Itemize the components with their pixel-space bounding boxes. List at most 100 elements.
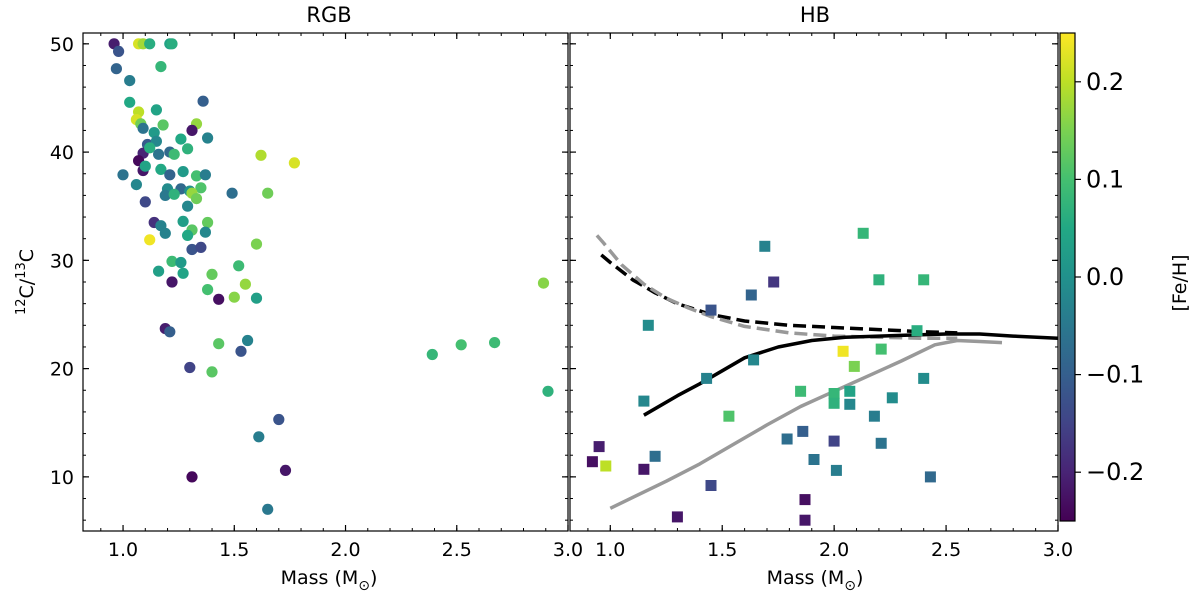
- data-point-rgb: [186, 124, 198, 136]
- data-point-rgb: [159, 227, 171, 239]
- data-point-hb: [649, 450, 661, 462]
- data-point-hb: [768, 276, 780, 288]
- data-point-rgb: [199, 226, 211, 238]
- data-point-hb: [795, 385, 807, 397]
- data-point-hb: [586, 456, 598, 468]
- x-tick-label: 2.0: [330, 539, 360, 561]
- data-point-rgb: [166, 276, 178, 288]
- data-point-rgb: [253, 431, 265, 443]
- data-point-rgb: [153, 265, 165, 277]
- data-point-rgb: [153, 148, 165, 160]
- data-point-rgb: [177, 267, 189, 279]
- y-tick-label: 50: [50, 34, 74, 56]
- data-point-hb: [837, 345, 849, 357]
- data-point-rgb: [144, 142, 156, 154]
- data-point-hb: [638, 395, 650, 407]
- data-point-hb: [918, 372, 930, 384]
- data-point-rgb: [139, 196, 151, 208]
- x-label-hb-sun: ⊙: [844, 578, 856, 593]
- data-point-rgb: [228, 291, 240, 303]
- data-point-rgb: [144, 38, 156, 50]
- x-tick-label: 1.5: [219, 539, 249, 561]
- data-point-hb: [799, 494, 811, 506]
- data-point-rgb: [489, 337, 501, 349]
- x-axis-label-hb: Mass (M⊙): [767, 567, 864, 593]
- data-point-hb: [593, 441, 605, 453]
- data-point-rgb: [157, 119, 169, 131]
- data-point-rgb: [148, 127, 160, 139]
- data-point-rgb: [195, 241, 207, 253]
- data-point-hb: [701, 372, 713, 384]
- data-point-rgb: [455, 339, 467, 351]
- data-point-hb: [638, 463, 650, 475]
- data-point-rgb: [166, 255, 178, 267]
- data-point-hb: [828, 435, 840, 447]
- colorbar-tick-label: 0.1: [1086, 165, 1124, 193]
- y-tick-label: 10: [50, 467, 74, 489]
- data-point-rgb: [426, 348, 438, 361]
- data-point-rgb: [150, 104, 162, 116]
- data-point-hb: [642, 319, 654, 331]
- data-point-rgb: [213, 338, 225, 350]
- data-point-rgb: [206, 366, 218, 378]
- panel-title-rgb: RGB: [306, 3, 351, 27]
- data-point-hb: [745, 289, 757, 301]
- data-point-hb: [886, 392, 898, 404]
- data-point-rgb: [195, 182, 207, 194]
- x-tick-label: 2.5: [442, 539, 472, 561]
- data-point-rgb: [202, 132, 214, 144]
- y-tick-label: 20: [50, 359, 74, 381]
- data-point-rgb: [262, 187, 274, 199]
- data-point-hb: [844, 398, 856, 410]
- y-tick-label: 40: [50, 142, 74, 164]
- model-solid-black: [643, 332, 1058, 417]
- data-point-hb: [844, 385, 856, 397]
- data-point-rgb: [186, 471, 198, 483]
- panel-rgb: 1.0 1.5 2.0 2.5 3.0 10 20 30 40 50: [50, 32, 583, 561]
- colorbar-gradient: [1059, 32, 1076, 522]
- data-point-rgb: [177, 215, 189, 227]
- data-point-rgb: [537, 277, 550, 289]
- data-point-rgb: [242, 334, 254, 347]
- data-point-rgb: [226, 187, 238, 199]
- data-point-rgb: [202, 284, 214, 296]
- data-point-hb: [875, 343, 887, 355]
- data-point-rgb: [175, 256, 187, 269]
- data-point-rgb: [273, 413, 285, 426]
- data-point-rgb: [113, 45, 125, 58]
- data-point-rgb: [186, 243, 198, 256]
- x-label-rgb-close: ): [370, 567, 377, 589]
- data-point-hb: [705, 480, 717, 491]
- data-point-rgb: [213, 293, 225, 305]
- x-label-rgb-text: Mass (M: [281, 567, 359, 589]
- data-point-rgb: [130, 179, 142, 191]
- data-point-rgb: [279, 464, 292, 476]
- x-tick-label: 3.0: [553, 539, 583, 561]
- data-point-hb: [918, 274, 930, 286]
- data-point-hb: [875, 437, 887, 449]
- data-point-hb: [797, 425, 809, 437]
- data-point-rgb: [288, 157, 300, 169]
- data-point-hb: [924, 471, 936, 483]
- y-label-iso2: 13: [14, 262, 29, 279]
- data-point-rgb: [155, 163, 167, 175]
- data-point-hb: [781, 433, 793, 445]
- y-label-el2: C: [16, 249, 38, 262]
- data-point-hb: [808, 454, 820, 465]
- colorbar-tick-label: −0.2: [1086, 458, 1144, 486]
- colorbar-tick-label: 0.0: [1086, 263, 1124, 291]
- data-point-hb: [671, 511, 683, 523]
- data-point-hb: [868, 410, 880, 422]
- data-point-rgb: [139, 160, 151, 172]
- data-point-hb: [799, 514, 811, 526]
- data-point-hb: [830, 464, 842, 476]
- data-point-rgb: [159, 189, 171, 201]
- data-point-hb: [911, 325, 923, 337]
- data-point-rgb: [197, 95, 209, 107]
- data-point-hb: [873, 274, 885, 286]
- x-tick-label: 2.0: [819, 539, 849, 561]
- x-label-rgb-sun: ⊙: [358, 578, 370, 593]
- data-point-hb: [857, 227, 869, 239]
- colorbar: 0.2 0.1 0.0 −0.1 −0.2: [1059, 32, 1144, 522]
- data-point-rgb: [182, 229, 194, 241]
